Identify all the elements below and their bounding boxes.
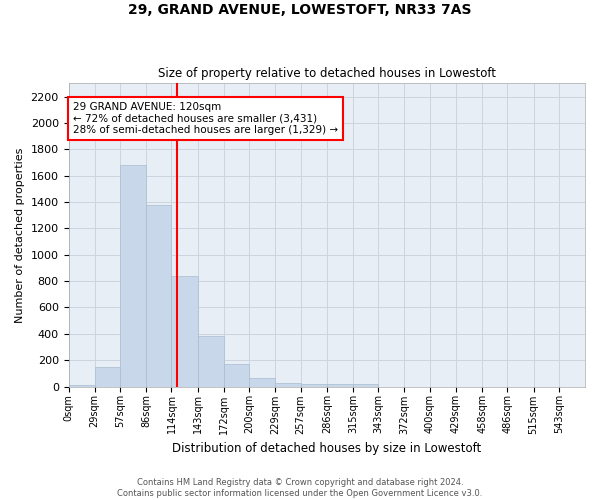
Bar xyxy=(249,378,275,386)
Text: 29, GRAND AVENUE, LOWESTOFT, NR33 7AS: 29, GRAND AVENUE, LOWESTOFT, NR33 7AS xyxy=(128,2,472,16)
Bar xyxy=(120,165,146,386)
Title: Size of property relative to detached houses in Lowestoft: Size of property relative to detached ho… xyxy=(158,66,496,80)
Bar xyxy=(197,336,224,386)
Bar xyxy=(327,384,353,386)
Bar xyxy=(172,276,197,386)
Bar xyxy=(353,384,378,386)
Bar xyxy=(301,384,327,386)
Bar xyxy=(146,204,172,386)
Y-axis label: Number of detached properties: Number of detached properties xyxy=(15,148,25,322)
X-axis label: Distribution of detached houses by size in Lowestoft: Distribution of detached houses by size … xyxy=(172,442,481,455)
Bar xyxy=(95,367,120,386)
Bar xyxy=(224,364,249,386)
Bar xyxy=(275,382,301,386)
Bar xyxy=(68,385,95,386)
Text: Contains HM Land Registry data © Crown copyright and database right 2024.
Contai: Contains HM Land Registry data © Crown c… xyxy=(118,478,482,498)
Text: 29 GRAND AVENUE: 120sqm
← 72% of detached houses are smaller (3,431)
28% of semi: 29 GRAND AVENUE: 120sqm ← 72% of detache… xyxy=(73,102,338,135)
